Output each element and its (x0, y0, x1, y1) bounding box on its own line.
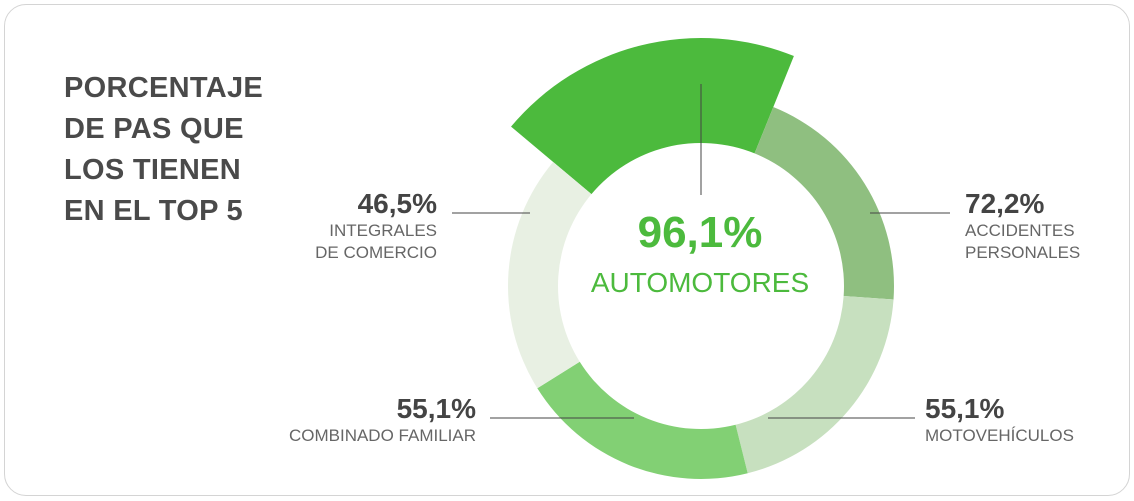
donut-slice-integrales-de-comercio (508, 161, 592, 389)
donut-slice-motovehiculos (735, 295, 894, 474)
center-value: 96,1% (637, 208, 763, 257)
value-label-combinado: 55,1% (396, 393, 476, 424)
category-label-motovehiculos: MOTOVEHÍCULOS (925, 426, 1074, 445)
value-label-accidentes: 72,2% (965, 188, 1045, 219)
center-category: AUTOMOTORES (590, 267, 810, 298)
category-label-integrales-1: INTEGRALES (329, 221, 437, 240)
donut-slice-combinado-familiar (537, 361, 748, 480)
category-label-integrales-2: DE COMERCIO (315, 243, 437, 262)
donut-slice-automotores (511, 37, 794, 195)
label-accidentes-personales: 72,2% ACCIDENTES PERSONALES (965, 188, 1080, 264)
value-label-motovehiculos: 55,1% (925, 393, 1005, 424)
value-label-integrales: 46,5% (357, 188, 437, 219)
label-motovehiculos: 55,1% MOTOVEHÍCULOS (925, 393, 1074, 447)
label-combinado-familiar: 55,1% COMBINADO FAMILIAR (289, 393, 476, 447)
category-label-accidentes-2: PERSONALES (965, 243, 1081, 262)
title-line-3: LOS TIENEN (64, 154, 242, 186)
label-integrales-comercio: 46,5% INTEGRALES DE COMERCIO (315, 188, 437, 264)
donut-slice-accidentes-personales (754, 107, 894, 300)
chart-title: PORCENTAJE DE PAS QUE LOS TIENEN EN EL T… (64, 68, 304, 232)
title-line-1: PORCENTAJE (64, 72, 264, 104)
title-line-4: EN EL TOP 5 (64, 195, 243, 227)
title-line-2: DE PAS QUE (64, 113, 244, 145)
category-label-combinado: COMBINADO FAMILIAR (288, 426, 476, 445)
category-label-accidentes-1: ACCIDENTES (965, 221, 1075, 240)
